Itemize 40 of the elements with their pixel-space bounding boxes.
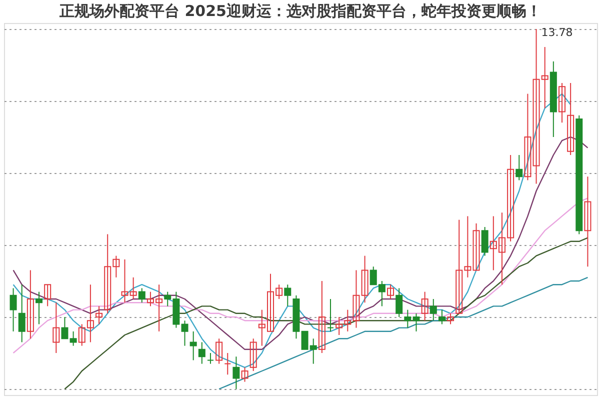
candlestick	[26, 270, 34, 340]
candlestick	[447, 312, 454, 325]
candlestick	[558, 82, 566, 124]
candlestick	[250, 338, 257, 372]
candlestick	[52, 302, 60, 354]
candlestick	[481, 226, 488, 256]
candlestick	[438, 309, 446, 325]
candlestick	[10, 288, 17, 332]
candlestick	[241, 366, 248, 382]
candlestick	[198, 342, 206, 364]
candlestick	[121, 258, 128, 304]
annotation: 13.78	[541, 26, 573, 39]
candlestick	[387, 284, 394, 300]
candlestick	[584, 176, 592, 268]
candlestick	[70, 330, 77, 346]
candlestick	[516, 154, 523, 181]
candlestick	[96, 306, 103, 325]
candlestick	[18, 284, 26, 343]
candlestick	[224, 352, 232, 376]
candlestick	[396, 288, 403, 318]
candlestick	[190, 330, 197, 361]
candlestick	[206, 352, 214, 364]
candlestick	[318, 280, 326, 354]
candlestick	[130, 276, 137, 300]
candlestick	[472, 222, 480, 271]
candlestick	[327, 298, 334, 332]
chart-title: 正规场外配资平台 2025迎财运：选对股指配资平台，蛇年投资更顺畅！	[58, 2, 542, 20]
candlestick	[421, 291, 428, 322]
candlestick	[232, 356, 240, 390]
candlestick	[567, 82, 574, 156]
candlestick	[61, 316, 68, 340]
candlestick	[181, 320, 188, 346]
candlestick	[524, 93, 532, 181]
candlestick	[44, 284, 52, 307]
candlestick	[216, 338, 223, 364]
candlestick	[284, 284, 292, 307]
candlestick	[430, 298, 437, 322]
candlestick	[361, 255, 368, 304]
candlestick	[138, 288, 146, 304]
candlestick	[36, 291, 43, 325]
